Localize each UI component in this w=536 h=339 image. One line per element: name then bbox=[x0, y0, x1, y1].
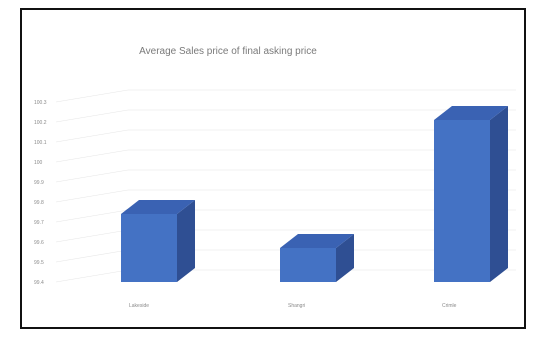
bar-front bbox=[280, 248, 336, 282]
x-tick-label: Shangri bbox=[288, 303, 305, 309]
y-tick-label: 100.3 bbox=[34, 100, 47, 106]
x-tick-label: Lakeside bbox=[129, 303, 149, 309]
bar-chart: Average Sales price of final asking pric… bbox=[34, 46, 516, 309]
bar-side bbox=[336, 234, 354, 282]
bar-side bbox=[490, 106, 508, 282]
bar-top bbox=[121, 200, 195, 214]
y-tick-label: 99.6 bbox=[34, 240, 44, 246]
gridline bbox=[55, 189, 516, 203]
gridline bbox=[55, 129, 516, 143]
bars bbox=[121, 106, 508, 282]
bar-shangri bbox=[280, 234, 354, 282]
chart-title: Average Sales price of final asking pric… bbox=[139, 46, 317, 57]
y-tick-label: 99.4 bbox=[34, 280, 44, 286]
bar-front bbox=[434, 120, 490, 282]
y-tick-label: 99.7 bbox=[34, 220, 44, 226]
bar-side bbox=[177, 200, 195, 282]
gridline bbox=[55, 89, 516, 103]
y-tick-label: 100.2 bbox=[34, 120, 47, 126]
bar-top bbox=[434, 106, 508, 120]
y-axis-ticks: 100.3 100.2 100.1 100 99.9 99.8 99.7 99.6 99.5 99… bbox=[34, 100, 47, 286]
bar-crimle bbox=[434, 106, 508, 282]
y-tick-label: 99.9 bbox=[34, 180, 44, 186]
bar-top bbox=[280, 234, 354, 248]
chart-frame: Average Sales price of final asking pric… bbox=[20, 8, 526, 329]
y-tick-label: 99.8 bbox=[34, 200, 44, 206]
gridline bbox=[55, 169, 516, 183]
y-tick-label: 100.1 bbox=[34, 140, 47, 146]
x-tick-label: Crimle bbox=[442, 303, 457, 309]
y-tick-label: 100 bbox=[34, 160, 43, 166]
x-axis-labels: Lakeside Shangri Crimle bbox=[129, 303, 457, 309]
gridline bbox=[55, 109, 516, 123]
gridline bbox=[55, 149, 516, 163]
bar-front bbox=[121, 214, 177, 282]
y-tick-label: 99.5 bbox=[34, 260, 44, 266]
bar-lakeside bbox=[121, 200, 195, 282]
